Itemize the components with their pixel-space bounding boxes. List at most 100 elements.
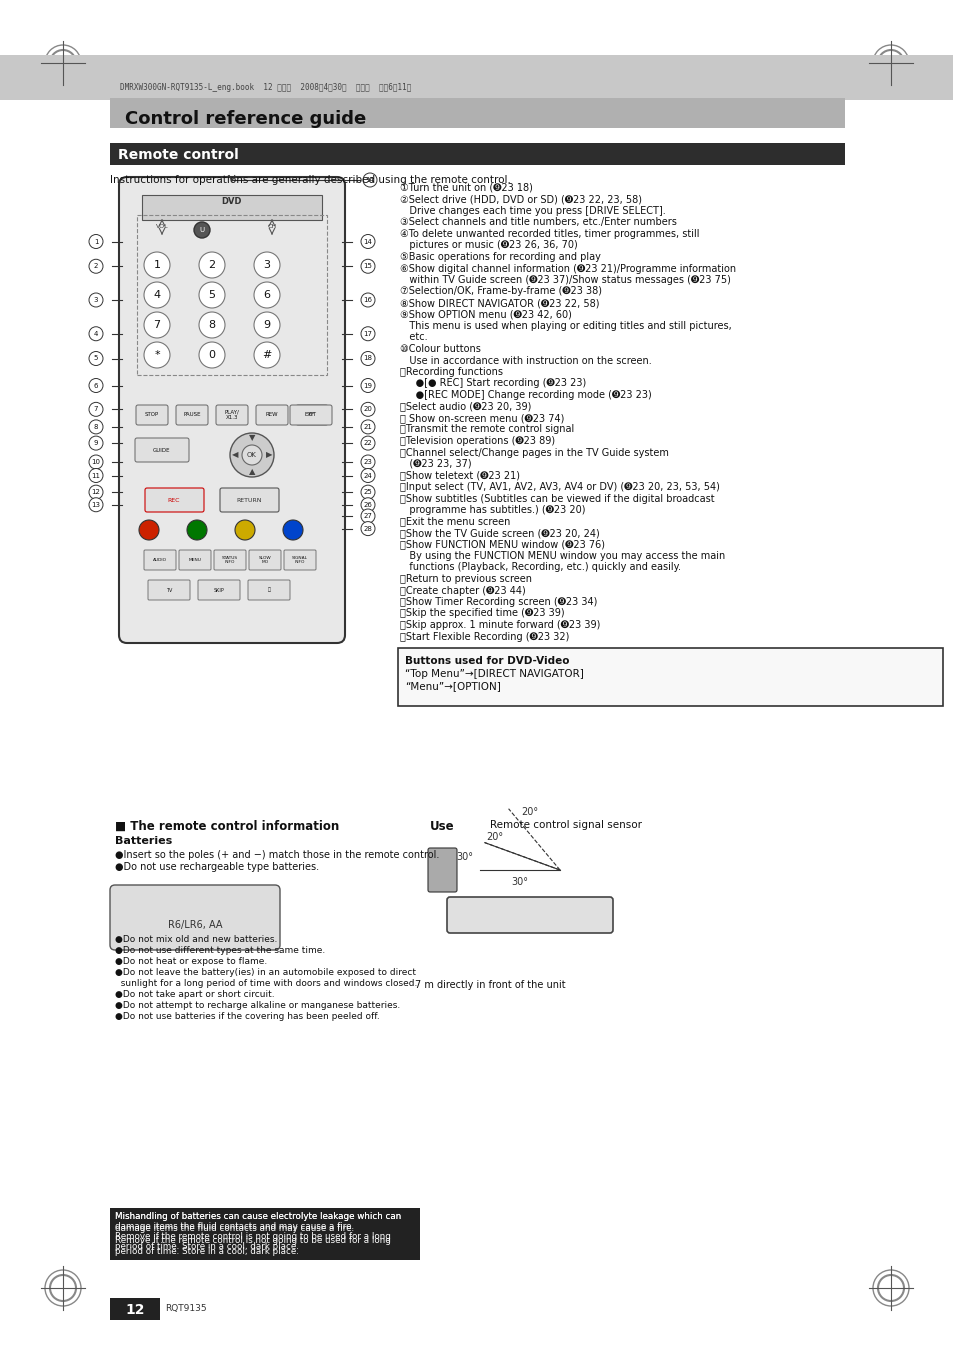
Text: ●[REC MODE] Change recording mode (➒23 23): ●[REC MODE] Change recording mode (➒23 2… bbox=[399, 390, 651, 400]
Circle shape bbox=[360, 469, 375, 482]
Text: 20°: 20° bbox=[521, 807, 538, 817]
Circle shape bbox=[89, 259, 103, 273]
Text: Control reference guide: Control reference guide bbox=[125, 109, 366, 128]
Circle shape bbox=[199, 253, 225, 278]
Circle shape bbox=[199, 342, 225, 367]
Text: Use in accordance with instruction on the screen.: Use in accordance with instruction on th… bbox=[399, 355, 651, 366]
Text: ⑺Skip approx. 1 minute forward (➒23 39): ⑺Skip approx. 1 minute forward (➒23 39) bbox=[399, 620, 599, 630]
Text: 7: 7 bbox=[93, 407, 98, 412]
Text: ⑴Show the TV Guide screen (➒23 20, 24): ⑴Show the TV Guide screen (➒23 20, 24) bbox=[399, 528, 599, 538]
Text: 16: 16 bbox=[363, 297, 372, 303]
Text: 12: 12 bbox=[125, 1302, 145, 1317]
Text: Drive changes each time you press [DRIVE SELECT].: Drive changes each time you press [DRIVE… bbox=[399, 205, 665, 216]
Circle shape bbox=[89, 469, 103, 482]
Text: ⑷Create chapter (➒23 44): ⑷Create chapter (➒23 44) bbox=[399, 585, 525, 596]
Circle shape bbox=[360, 455, 375, 469]
Text: 3: 3 bbox=[93, 297, 98, 303]
Circle shape bbox=[89, 420, 103, 434]
Text: pictures or music (➒23 26, 36, 70): pictures or music (➒23 26, 36, 70) bbox=[399, 240, 578, 250]
Circle shape bbox=[144, 312, 170, 338]
FancyBboxPatch shape bbox=[110, 885, 280, 950]
Text: 4: 4 bbox=[153, 290, 160, 300]
Circle shape bbox=[360, 351, 375, 366]
Text: ⑩Colour buttons: ⑩Colour buttons bbox=[399, 345, 480, 354]
Text: ■ The remote control information: ■ The remote control information bbox=[115, 820, 339, 834]
Text: CH: CH bbox=[267, 224, 276, 230]
Text: ⏪: ⏪ bbox=[267, 588, 270, 593]
Text: ●Do not attempt to recharge alkaline or manganese batteries.: ●Do not attempt to recharge alkaline or … bbox=[115, 1001, 400, 1011]
Text: 2: 2 bbox=[93, 263, 98, 269]
FancyBboxPatch shape bbox=[248, 580, 290, 600]
FancyBboxPatch shape bbox=[119, 177, 345, 643]
Text: Mishandling of batteries can cause electrolyte leakage which can: Mishandling of batteries can cause elect… bbox=[115, 1212, 401, 1221]
Text: ③Select channels and title numbers, etc./Enter numbers: ③Select channels and title numbers, etc.… bbox=[399, 218, 677, 227]
FancyBboxPatch shape bbox=[284, 550, 315, 570]
FancyBboxPatch shape bbox=[142, 195, 322, 220]
Text: 21: 21 bbox=[363, 424, 372, 430]
Text: ⑭Transmit the remote control signal: ⑭Transmit the remote control signal bbox=[399, 424, 574, 435]
Text: ⑹Skip the specified time (➒23 39): ⑹Skip the specified time (➒23 39) bbox=[399, 608, 564, 619]
Text: 1: 1 bbox=[93, 239, 98, 245]
Circle shape bbox=[253, 342, 280, 367]
FancyBboxPatch shape bbox=[144, 550, 175, 570]
Text: ④To delete unwanted recorded titles, timer programmes, still: ④To delete unwanted recorded titles, tim… bbox=[399, 230, 699, 239]
Text: ▲: ▲ bbox=[249, 467, 255, 477]
Text: R6/LR6, AA: R6/LR6, AA bbox=[168, 920, 222, 929]
Circle shape bbox=[360, 327, 375, 340]
Text: 8: 8 bbox=[208, 320, 215, 330]
Circle shape bbox=[144, 342, 170, 367]
Circle shape bbox=[89, 351, 103, 366]
FancyBboxPatch shape bbox=[179, 550, 211, 570]
FancyBboxPatch shape bbox=[198, 580, 240, 600]
FancyBboxPatch shape bbox=[220, 488, 278, 512]
Circle shape bbox=[283, 520, 303, 540]
Text: Use: Use bbox=[430, 820, 455, 834]
Text: 13: 13 bbox=[91, 501, 100, 508]
Circle shape bbox=[253, 253, 280, 278]
Circle shape bbox=[89, 293, 103, 307]
Circle shape bbox=[89, 497, 103, 512]
Text: EXIT: EXIT bbox=[305, 412, 316, 417]
Text: 0: 0 bbox=[209, 350, 215, 359]
Text: By using the FUNCTION MENU window you may access the main: By using the FUNCTION MENU window you ma… bbox=[399, 551, 724, 561]
Text: STOP: STOP bbox=[145, 412, 159, 417]
Text: ⑱Input select (TV, AV1, AV2, AV3, AV4 or DV) (➒23 20, 23, 53, 54): ⑱Input select (TV, AV1, AV2, AV3, AV4 or… bbox=[399, 482, 720, 492]
Text: SLOW
MO: SLOW MO bbox=[258, 555, 271, 565]
Text: ●Insert so the poles (+ and −) match those in the remote control.: ●Insert so the poles (+ and −) match tho… bbox=[115, 850, 439, 861]
Text: 6: 6 bbox=[263, 290, 271, 300]
Circle shape bbox=[360, 293, 375, 307]
Text: ◀: ◀ bbox=[232, 450, 238, 459]
Text: RETURN: RETURN bbox=[236, 497, 261, 503]
Text: U: U bbox=[199, 227, 204, 232]
Text: 22: 22 bbox=[363, 440, 372, 446]
Text: “Top Menu”→[DIRECT NAVIGATOR]: “Top Menu”→[DIRECT NAVIGATOR] bbox=[405, 669, 583, 680]
Text: ●Do not use different types at the same time.: ●Do not use different types at the same … bbox=[115, 946, 325, 955]
Circle shape bbox=[360, 420, 375, 434]
Text: 25: 25 bbox=[363, 489, 372, 496]
Text: 28: 28 bbox=[363, 526, 372, 531]
Text: ⑬ Show on-screen menu (➒23 74): ⑬ Show on-screen menu (➒23 74) bbox=[399, 413, 564, 423]
Circle shape bbox=[360, 497, 375, 512]
Text: 12: 12 bbox=[91, 489, 100, 496]
Circle shape bbox=[199, 282, 225, 308]
FancyBboxPatch shape bbox=[213, 550, 246, 570]
Text: 24: 24 bbox=[363, 473, 372, 478]
Circle shape bbox=[89, 403, 103, 416]
Circle shape bbox=[363, 173, 376, 186]
Text: 9: 9 bbox=[263, 320, 271, 330]
Text: 26: 26 bbox=[363, 501, 372, 508]
FancyBboxPatch shape bbox=[255, 405, 288, 426]
Circle shape bbox=[360, 378, 375, 393]
Text: (➒23 23, 37): (➒23 23, 37) bbox=[399, 459, 471, 469]
Text: functions (Playback, Recording, etc.) quickly and easily.: functions (Playback, Recording, etc.) qu… bbox=[399, 562, 680, 573]
Text: PAUSE: PAUSE bbox=[183, 412, 200, 417]
Text: 5: 5 bbox=[93, 355, 98, 362]
Text: ②Select drive (HDD, DVD or SD) (➒23 22, 23, 58): ②Select drive (HDD, DVD or SD) (➒23 22, … bbox=[399, 195, 641, 204]
Text: ⑫Select audio (➒23 20, 39): ⑫Select audio (➒23 20, 39) bbox=[399, 401, 531, 412]
Text: sunlight for a long period of time with doors and windows closed.: sunlight for a long period of time with … bbox=[115, 979, 417, 988]
Circle shape bbox=[360, 259, 375, 273]
Text: programme has subtitles.) (➒23 20): programme has subtitles.) (➒23 20) bbox=[399, 505, 585, 515]
Text: AUDIO: AUDIO bbox=[152, 558, 167, 562]
FancyBboxPatch shape bbox=[145, 488, 204, 512]
Text: ●[● REC] Start recording (➒23 23): ●[● REC] Start recording (➒23 23) bbox=[399, 378, 586, 389]
